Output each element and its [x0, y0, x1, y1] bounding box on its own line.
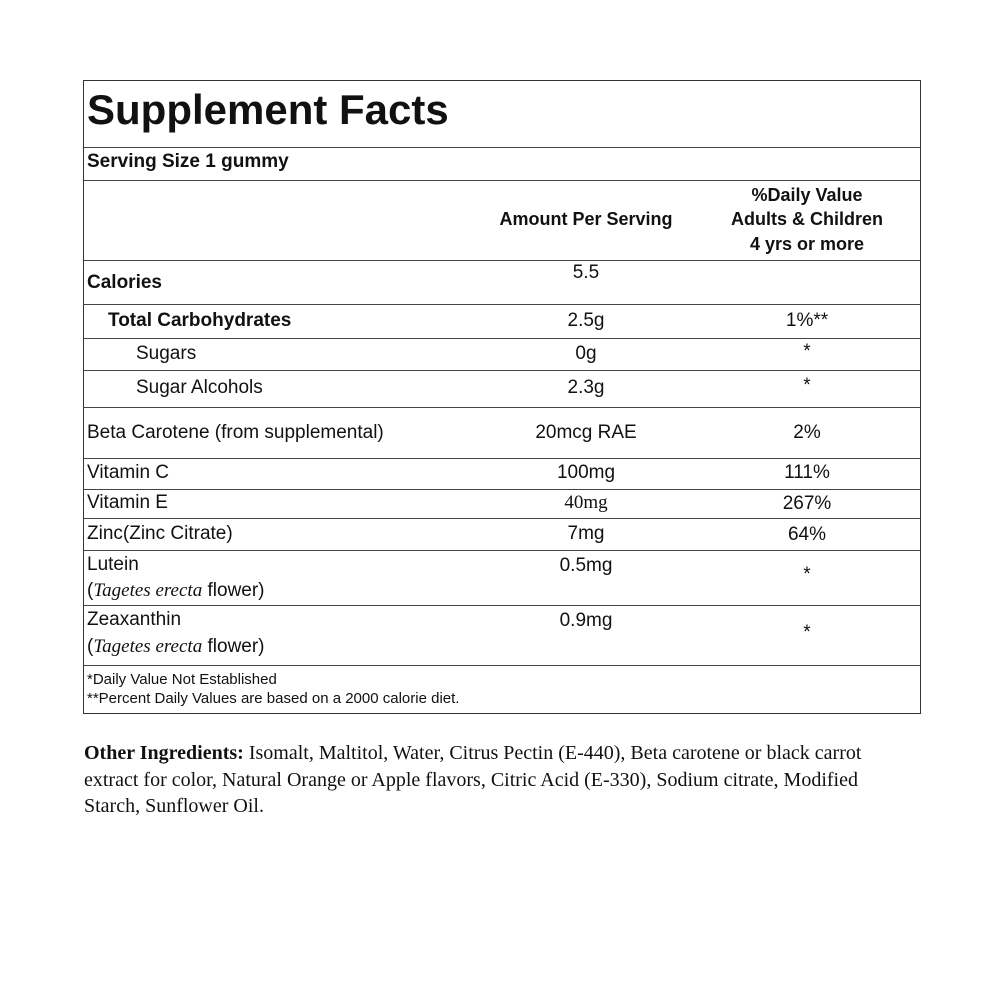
- rule: [83, 550, 921, 551]
- species: Tagetes erecta: [93, 580, 203, 601]
- nutrient-name: Total Carbohydrates: [108, 310, 292, 331]
- dv-header: %Daily Value: [751, 185, 863, 205]
- nutrient-name: Zeaxanthin: [87, 609, 182, 630]
- amount: 100mg: [556, 462, 616, 483]
- other-ingredients-label: Other Ingredients:: [84, 742, 244, 764]
- other-ingredients: Other Ingredients: Isomalt, Maltitol, Wa…: [84, 740, 874, 820]
- amount: 20mcg RAE: [535, 422, 637, 443]
- nutrient-name: Sugar Alcohols: [136, 377, 263, 398]
- rule: [83, 407, 921, 408]
- daily-value: 2%: [793, 422, 821, 443]
- rule: [83, 260, 921, 261]
- daily-value: *: [803, 375, 811, 396]
- rule: [83, 518, 921, 519]
- nutrient-name: Lutein: [87, 554, 139, 575]
- daily-value: 267%: [782, 493, 832, 514]
- rule: [83, 180, 921, 181]
- amount: 0g: [575, 343, 597, 364]
- nutrient-source: (Tagetes erecta flower): [87, 580, 265, 602]
- part: flower): [202, 636, 265, 657]
- serving-size: Serving Size 1 gummy: [87, 151, 289, 172]
- nutrient-name: Vitamin E: [87, 492, 168, 513]
- dv-header: 4 yrs or more: [749, 234, 865, 254]
- rule: [83, 147, 921, 148]
- footnote: **Percent Daily Values are based on a 20…: [87, 690, 460, 707]
- other-ingredients-text: Isomalt, Maltitol, Water, Citrus Pectin …: [84, 742, 862, 817]
- amount-header: Amount Per Serving: [499, 209, 673, 229]
- paren: (: [87, 636, 94, 657]
- facts-box: [83, 80, 921, 714]
- amount: 2.5g: [567, 310, 605, 331]
- paren: (: [87, 580, 94, 601]
- species: Tagetes erecta: [93, 636, 203, 657]
- amount: 40mg: [564, 492, 608, 513]
- amount: 5.5: [572, 262, 600, 283]
- daily-value: *: [803, 622, 811, 643]
- nutrient-source: (Tagetes erecta flower): [87, 636, 265, 658]
- rule: [83, 458, 921, 459]
- footnote: *Daily Value Not Established: [87, 671, 277, 688]
- daily-value: 1%**: [785, 310, 829, 331]
- part: flower): [202, 580, 265, 601]
- nutrient-name: Vitamin C: [87, 462, 170, 483]
- amount: 2.3g: [567, 377, 605, 398]
- rule: [83, 489, 921, 490]
- daily-value: *: [803, 564, 811, 585]
- amount: 7mg: [567, 523, 605, 544]
- nutrient-name: Zinc(Zinc Citrate): [87, 523, 233, 544]
- amount: 0.9mg: [559, 610, 613, 631]
- rule: [83, 304, 921, 305]
- rule: [83, 605, 921, 606]
- rule: [83, 338, 921, 339]
- rule: [83, 370, 921, 371]
- title: Supplement Facts: [87, 86, 449, 133]
- nutrient-name: Calories: [87, 272, 162, 293]
- amount: 0.5mg: [559, 555, 613, 576]
- dv-header: Adults & Children: [731, 209, 883, 229]
- nutrient-name: Sugars: [136, 343, 197, 364]
- rule: [83, 665, 921, 666]
- daily-value: 64%: [787, 524, 827, 545]
- nutrient-name: Beta Carotene (from supplemental): [87, 422, 384, 443]
- daily-value: *: [803, 341, 811, 362]
- daily-value: 111%: [784, 462, 830, 483]
